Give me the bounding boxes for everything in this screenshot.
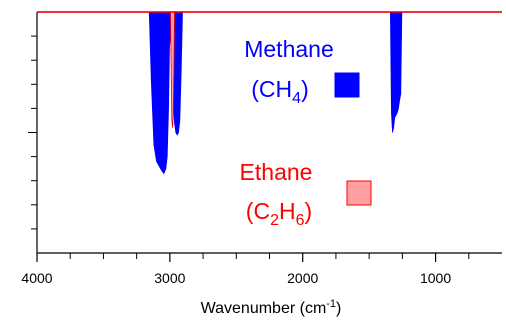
legend-formula-1: (C2H6) bbox=[246, 198, 312, 229]
x-tick-label: 4000 bbox=[21, 270, 52, 286]
legend: Methane (CH4) Ethane (C2H6) bbox=[240, 36, 372, 229]
x-ticks: 4000 3000 2000 1000 bbox=[21, 253, 470, 286]
legend-formula-0: (CH4) bbox=[251, 76, 308, 107]
x-axis-title: Wavenumber (cm-1) bbox=[201, 298, 342, 317]
legend-name-1: Ethane bbox=[240, 159, 313, 185]
x-tick-label: 1000 bbox=[420, 270, 451, 286]
legend-swatch-1 bbox=[346, 180, 372, 206]
series-1-band-0 bbox=[170, 11, 175, 128]
x-tick-label: 2000 bbox=[287, 270, 318, 286]
legend-swatch-0 bbox=[334, 72, 360, 98]
y-ticks bbox=[28, 35, 37, 230]
legend-name-0: Methane bbox=[244, 36, 334, 62]
series-0-band-1 bbox=[389, 11, 403, 133]
x-tick-label: 3000 bbox=[154, 270, 185, 286]
series-0-band-0 bbox=[148, 11, 183, 175]
plot-area bbox=[148, 11, 403, 175]
